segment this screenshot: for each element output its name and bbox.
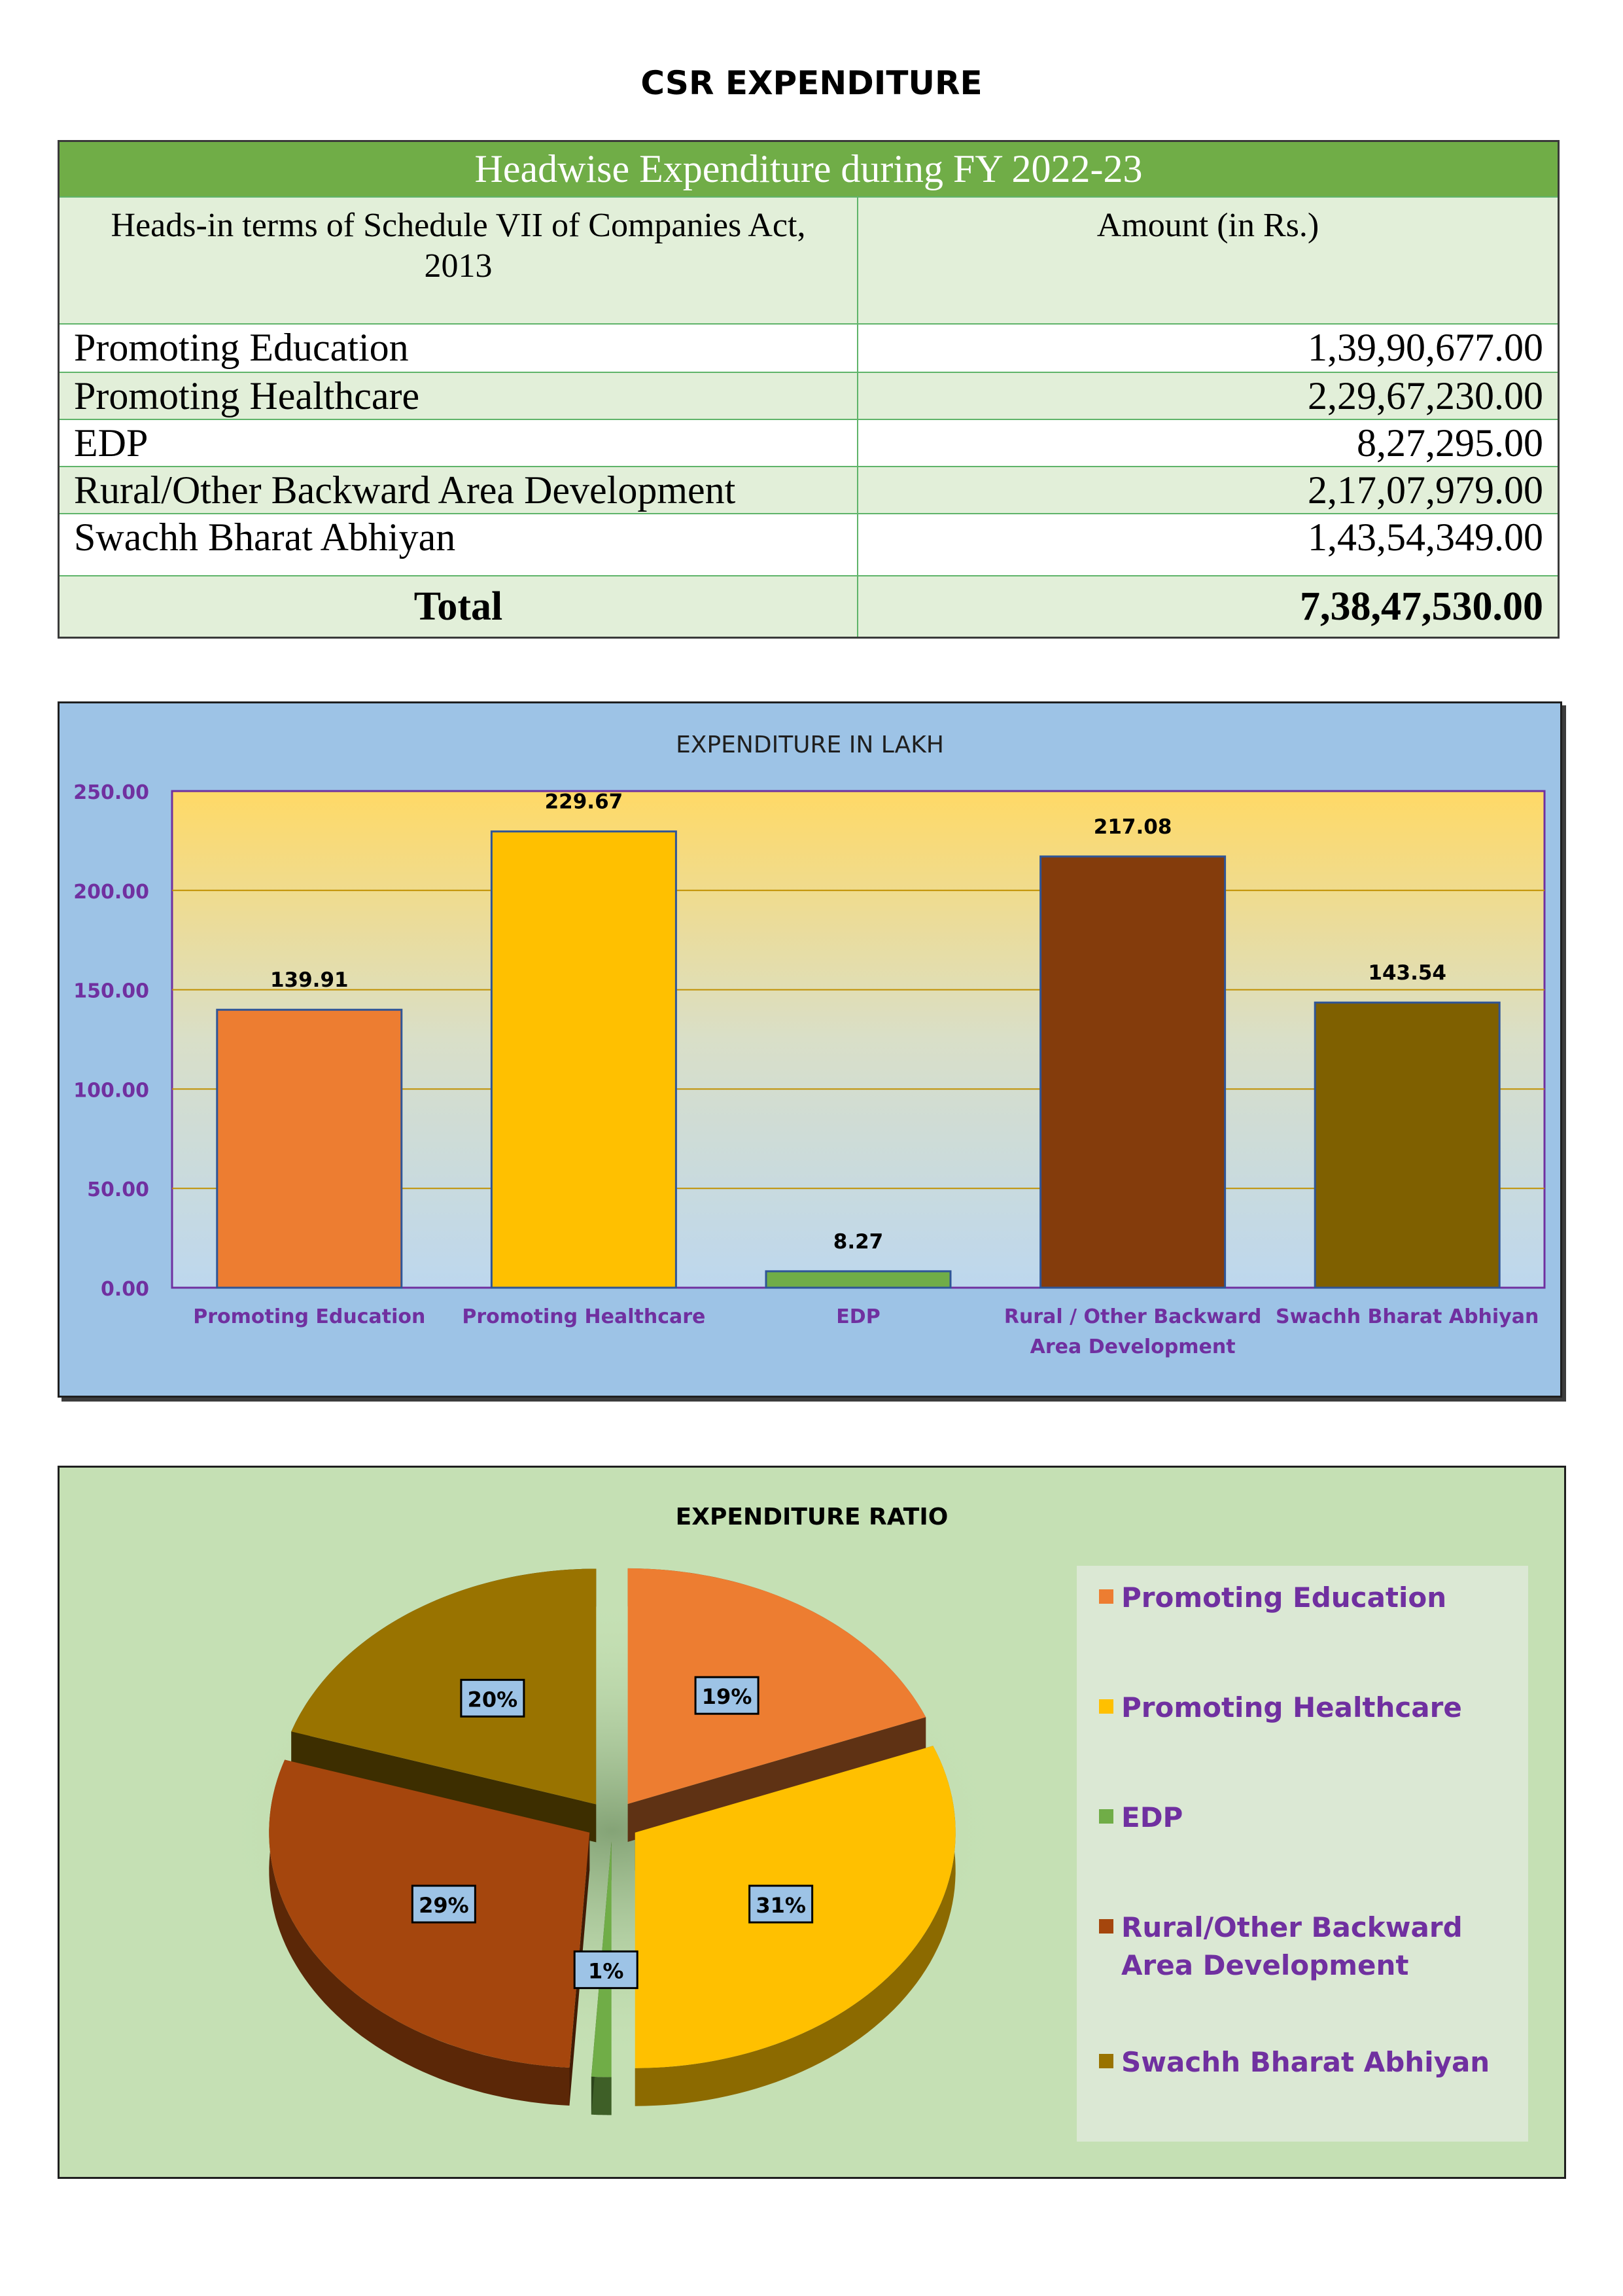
legend-swatch (1099, 1589, 1113, 1604)
pie-slice-edge (627, 1717, 926, 1842)
legend-swatch (1099, 1809, 1113, 1824)
pie-data-label-text: 1% (588, 1958, 623, 1983)
table-row: Promoting Healthcare 2,29,67,230.00 (60, 372, 1558, 419)
page-title: CSR EXPENDITURE (640, 64, 983, 102)
bar-value-label: 143.54 (1368, 961, 1446, 985)
total-amount: 7,38,47,530.00 (1300, 584, 1543, 629)
legend-item: Promoting Healthcare (1099, 1689, 1514, 1727)
row-amount: 2,17,07,979.00 (1308, 468, 1543, 512)
y-tick-label: 200.00 (73, 881, 149, 904)
pie-slice-side (635, 1746, 956, 2106)
row-head: Rural/Other Backward Area Development (60, 467, 858, 513)
pie-data-label: 29% (411, 1884, 476, 1924)
bar (1314, 1001, 1501, 1289)
pie-data-label: 1% (573, 1950, 638, 1989)
pie-chart-panel: EXPENDITURE RATIO 19% 31% 1% 29% 20% Promoti… (58, 1466, 1566, 2179)
bar-value-label: 8.27 (833, 1230, 884, 1254)
bar-value-label: 217.08 (1094, 815, 1172, 839)
pie-data-label: 19% (694, 1676, 759, 1715)
x-tick-label: Area Development (1030, 1335, 1236, 1358)
pie-data-label-text: 31% (756, 1893, 806, 1918)
pie-chart-title: EXPENDITURE RATIO (676, 1504, 949, 1530)
pie-data-label-box (460, 1678, 525, 1718)
row-head: Swachh Bharat Abhiyan (60, 514, 858, 575)
pie-data-label-box (748, 1884, 814, 1924)
row-amount: 8,27,295.00 (1357, 421, 1543, 465)
row-amount: 2,29,67,230.00 (1308, 374, 1543, 417)
legend-item: Rural/Other Backward Area Development (1099, 1909, 1514, 1985)
pie-slice (291, 1568, 597, 1805)
row-amount: 1,43,54,349.00 (1308, 516, 1543, 559)
pie-data-label-text: 19% (702, 1684, 752, 1709)
x-tick-label: Swachh Bharat Abhiyan (1276, 1305, 1539, 1328)
legend-swatch (1099, 1919, 1113, 1934)
y-tick-label: 100.00 (73, 1079, 149, 1102)
pie-legend: Promoting Education Promoting Healthcare… (1077, 1566, 1528, 2142)
x-tick-label: Rural / Other Backward (1004, 1305, 1262, 1328)
legend-label: Promoting Healthcare (1121, 1691, 1462, 1723)
legend-item: Promoting Education (1099, 1579, 1514, 1617)
bar-value-label: 139.91 (270, 968, 349, 992)
table-total-row: Total 7,38,47,530.00 (60, 575, 1558, 637)
y-tick-label: 0.00 (101, 1278, 149, 1301)
pie-data-label-box (573, 1950, 638, 1989)
bar (216, 1008, 403, 1289)
table-row: EDP 8,27,295.00 (60, 419, 1558, 466)
x-tick-label: Promoting Healthcare (462, 1305, 705, 1328)
bar-chart: EXPENDITURE IN LAKH 0.00 50.00 100.00 150.0… (73, 732, 1546, 1358)
bar-chart-panel: EXPENDITURE IN LAKH 0.00 50.00 100.00 150.0… (58, 701, 1562, 1398)
table-title: Headwise Expenditure during FY 2022-23 (60, 142, 1558, 196)
bar-chart-title: EXPENDITURE IN LAKH (676, 732, 944, 758)
legend-label: Promoting Education (1121, 1581, 1447, 1614)
table-header-row: Heads-in terms of Schedule VII of Compan… (60, 196, 1558, 323)
total-label: Total (60, 576, 858, 637)
pie-slice (627, 1568, 926, 1804)
column-head-amount: Amount (in Rs.) (1096, 207, 1319, 244)
x-tick-label: EDP (836, 1305, 880, 1328)
pie-data-label-box (411, 1884, 476, 1924)
bar (490, 830, 677, 1289)
y-tick-label: 250.00 (73, 781, 149, 804)
column-head-heads: Heads-in terms of Schedule VII of Compan… (60, 198, 858, 323)
pie-slice-side (591, 2076, 612, 2115)
legend-swatch (1099, 1699, 1113, 1714)
legend-swatch (1099, 2054, 1113, 2068)
pie-data-label-text: 20% (468, 1687, 518, 1712)
y-tick-label: 150.00 (73, 980, 149, 1003)
bar-value-label: 229.67 (545, 790, 623, 814)
pie-data-label-text: 29% (419, 1893, 469, 1918)
bar (765, 1270, 952, 1289)
legend-item: Swachh Bharat Abhiyan (1099, 2043, 1514, 2081)
row-head: EDP (60, 420, 858, 466)
row-head: Promoting Education (60, 325, 858, 372)
table-row: Swachh Bharat Abhiyan 1,43,54,349.00 (60, 513, 1558, 575)
y-tick-label: 50.00 (87, 1178, 149, 1201)
table-row: Rural/Other Backward Area Development 2,… (60, 466, 1558, 513)
legend-label: Swachh Bharat Abhiyan (1121, 2046, 1490, 2078)
pie-data-label: 20% (460, 1678, 525, 1718)
legend-label: Rural/Other Backward Area Development (1121, 1911, 1463, 1981)
table-row: Promoting Education 1,39,90,677.00 (60, 323, 1558, 372)
x-tick-label: Promoting Education (193, 1305, 425, 1328)
pie-chart: EXPENDITURE RATIO 19% 31% 1% 29% 20% (213, 1504, 1011, 2115)
pie-slice-edge (291, 1731, 597, 1843)
legend-item: EDP (1099, 1799, 1514, 1837)
row-head: Promoting Healthcare (60, 373, 858, 419)
pie-data-label: 31% (748, 1884, 814, 1924)
bar (1039, 855, 1227, 1289)
legend-label: EDP (1121, 1801, 1183, 1833)
pie-data-label-box (694, 1676, 759, 1715)
expenditure-table: Headwise Expenditure during FY 2022-23 H… (58, 140, 1560, 639)
pie-slice-side (269, 1759, 570, 2106)
row-amount: 1,39,90,677.00 (1308, 326, 1543, 369)
